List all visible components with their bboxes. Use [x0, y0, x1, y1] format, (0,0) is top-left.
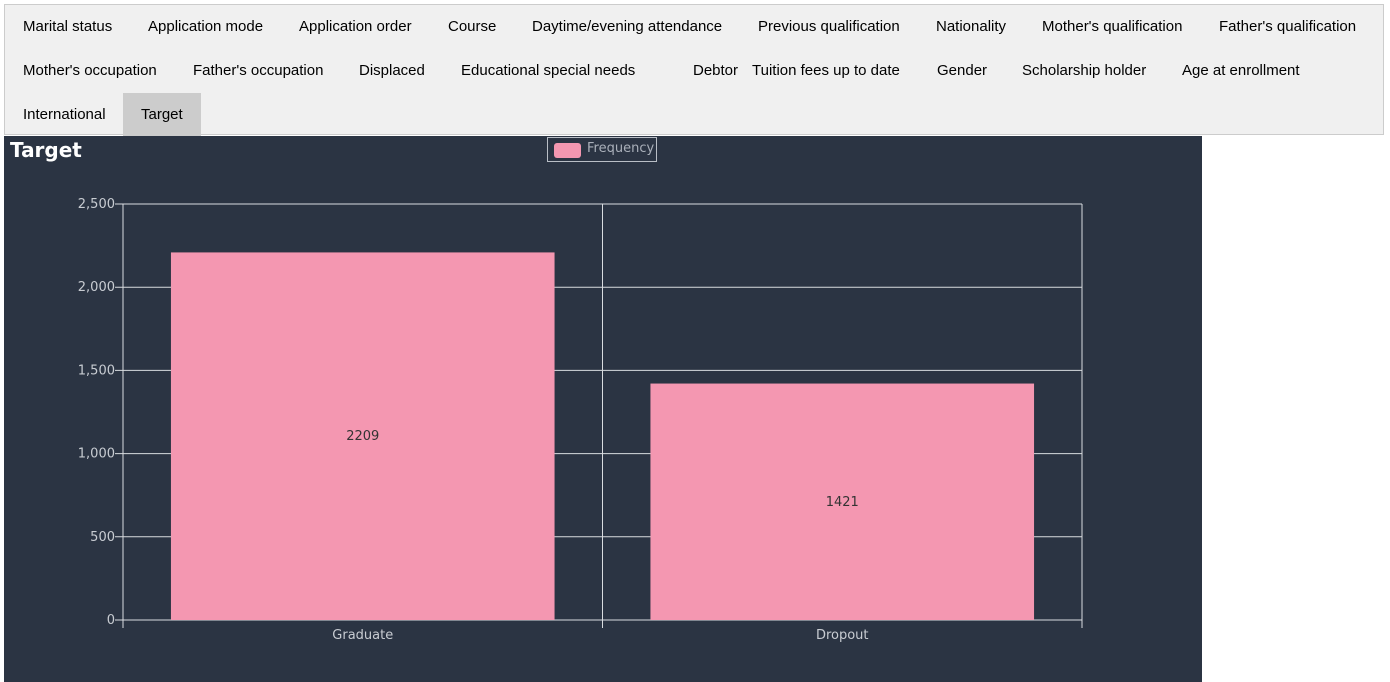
chart-panel: Target Frequency 0 500 1,000 1,500 2,000 2,50…: [4, 136, 1202, 682]
tab-international[interactable]: International: [23, 106, 106, 123]
tab-gender[interactable]: Gender: [937, 62, 988, 79]
y-tick-label: 0: [107, 613, 115, 628]
tab-educational-special-needs[interactable]: Educational special needs: [461, 62, 636, 79]
tab-mother-s-qualification[interactable]: Mother's qualification: [1042, 18, 1183, 35]
tab-daytime-evening-attendance[interactable]: Daytime/evening attendance: [532, 18, 723, 35]
data-label: 1421: [826, 495, 859, 510]
tab-application-mode[interactable]: Application mode: [148, 18, 264, 35]
chart-title: Target: [10, 138, 82, 162]
x-tick-label: Dropout: [816, 628, 869, 643]
y-tick-label: 1,500: [78, 363, 115, 378]
legend-label: Frequency: [587, 141, 655, 156]
y-tick-label: 1,000: [78, 447, 115, 462]
tab-scholarship-holder[interactable]: Scholarship holder: [1022, 62, 1147, 79]
chart-legend[interactable]: Frequency: [547, 137, 657, 162]
tab-previous-qualification[interactable]: Previous qualification: [758, 18, 900, 35]
data-label: 2209: [346, 429, 379, 444]
tab-marital-status[interactable]: Marital status: [23, 18, 113, 35]
bar-chart: 0 500 1,000 1,500 2,000 2,500 2209 Graduate 1421…: [78, 197, 1083, 643]
tab-father-s-qualification[interactable]: Father's qualification: [1219, 18, 1357, 35]
tab-bar: Marital status Application mode Applicatio…: [4, 4, 1384, 137]
tab-course[interactable]: Course: [448, 18, 497, 35]
y-tick-label: 500: [90, 530, 115, 545]
y-tick-label: 2,500: [78, 197, 115, 212]
tab-mother-s-occupation[interactable]: Mother's occupation: [23, 62, 157, 79]
tab-age-at-enrollment[interactable]: Age at enrollment: [1182, 62, 1300, 79]
tab-debtor[interactable]: Debtor: [693, 62, 739, 79]
x-tick-label: Graduate: [332, 628, 393, 643]
tab-target[interactable]: Target: [123, 93, 201, 137]
bar-graduate: [170, 252, 555, 620]
tab-nationality[interactable]: Nationality: [936, 18, 1007, 35]
y-tick-label: 2,000: [78, 280, 115, 295]
tab-tuition-fees-up-to-date[interactable]: Tuition fees up to date: [752, 62, 900, 79]
tab-displaced[interactable]: Displaced: [359, 62, 425, 79]
legend-swatch: [554, 143, 581, 158]
bar-dropout: [650, 383, 1035, 620]
tab-application-order[interactable]: Application order: [299, 18, 412, 35]
tab-father-s-occupation[interactable]: Father's occupation: [193, 62, 324, 79]
